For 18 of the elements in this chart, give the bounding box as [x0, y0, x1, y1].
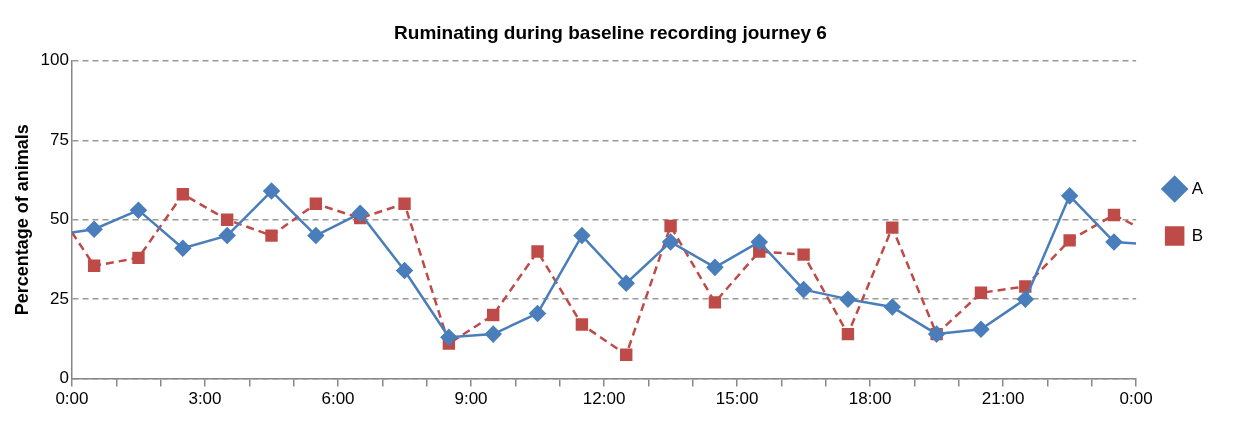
y-axis-title: Percentage of animals [11, 124, 32, 316]
y-tick-label: 50 [50, 209, 69, 229]
legend-label: B [1191, 225, 1203, 245]
x-tick-label: 15:00 [715, 389, 759, 409]
y-tick-label: 0 [59, 368, 69, 388]
x-tick-label: 6:00 [321, 389, 355, 409]
x-tick-label: 21:00 [981, 389, 1025, 409]
x-tick-label: 9:00 [454, 389, 488, 409]
x-tick-label: 12:00 [582, 389, 626, 409]
y-tick-label: 25 [50, 288, 69, 308]
chart-title: Ruminating during baseline recording journey 6 [394, 21, 827, 43]
y-tick-label: 100 [40, 50, 69, 70]
x-tick-label: 0:00 [1119, 389, 1153, 409]
x-tick-label: 0:00 [55, 389, 89, 409]
legend-label: A [1191, 178, 1204, 198]
y-tick-label: 75 [50, 129, 69, 149]
x-tick-label: 3:00 [188, 389, 222, 409]
x-tick-label: 18:00 [848, 389, 892, 409]
